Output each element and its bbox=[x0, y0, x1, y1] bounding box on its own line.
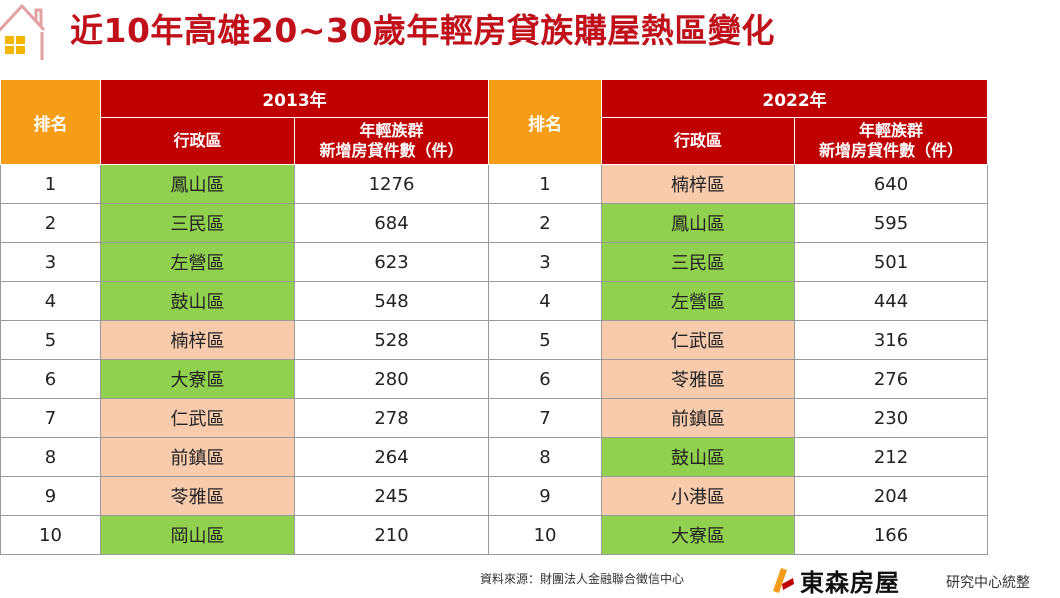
table-row: 6 大寮區 280 6 苓雅區 276 bbox=[0, 359, 989, 399]
table-row: 5 楠梓區 528 5 仁武區 316 bbox=[0, 320, 989, 360]
district-cell-2013: 左營區 bbox=[100, 242, 295, 282]
rank-cell-2022: 4 bbox=[488, 281, 603, 321]
count-header-line1: 年輕族群 bbox=[359, 121, 424, 140]
count-header-line1: 年輕族群 bbox=[859, 121, 924, 140]
count-cell-2022: 595 bbox=[794, 203, 989, 243]
brand-name: 東森房屋 bbox=[800, 568, 900, 597]
count-header-2013: 年輕族群 新增房貸件數（件） bbox=[293, 117, 490, 165]
rank-cell-2013: 1 bbox=[0, 164, 101, 204]
district-cell-2022: 前鎮區 bbox=[601, 398, 796, 438]
count-cell-2022: 444 bbox=[794, 281, 989, 321]
rank-cell-2013: 10 bbox=[0, 515, 101, 555]
count-cell-2013: 623 bbox=[293, 242, 490, 282]
count-cell-2013: 548 bbox=[293, 281, 490, 321]
district-cell-2022: 仁武區 bbox=[601, 320, 796, 360]
rank-header-2022: 排名 bbox=[488, 79, 603, 165]
page-title: 近10年高雄20~30歲年輕房貸族購屋熱區變化 bbox=[70, 11, 775, 50]
rank-cell-2013: 8 bbox=[0, 437, 101, 477]
rank-cell-2022: 9 bbox=[488, 476, 603, 516]
rank-cell-2013: 2 bbox=[0, 203, 101, 243]
district-cell-2022: 鳳山區 bbox=[601, 203, 796, 243]
count-cell-2013: 264 bbox=[293, 437, 490, 477]
district-cell-2022: 小港區 bbox=[601, 476, 796, 516]
district-cell-2013: 鼓山區 bbox=[100, 281, 295, 321]
count-cell-2013: 528 bbox=[293, 320, 490, 360]
district-cell-2022: 苓雅區 bbox=[601, 359, 796, 399]
district-cell-2022: 三民區 bbox=[601, 242, 796, 282]
research-center-label: 研究中心統整 bbox=[946, 575, 1030, 591]
count-cell-2022: 640 bbox=[794, 164, 989, 204]
table-row: 3 左營區 623 3 三民區 501 bbox=[0, 242, 989, 282]
district-cell-2013: 岡山區 bbox=[100, 515, 295, 555]
table-row: 10 岡山區 210 10 大寮區 166 bbox=[0, 515, 989, 555]
district-cell-2013: 三民區 bbox=[100, 203, 295, 243]
count-header-2022: 年輕族群 新增房貸件數（件） bbox=[794, 117, 989, 165]
district-cell-2013: 大寮區 bbox=[100, 359, 295, 399]
ranking-table: 排名 2013年 排名 2022年 行政區 年輕族群 新增房貸件數（件） 行政區 … bbox=[0, 79, 989, 555]
rank-cell-2022: 10 bbox=[488, 515, 603, 555]
district-cell-2013: 前鎮區 bbox=[100, 437, 295, 477]
district-cell-2013: 仁武區 bbox=[100, 398, 295, 438]
count-cell-2022: 204 bbox=[794, 476, 989, 516]
rank-cell-2022: 5 bbox=[488, 320, 603, 360]
count-cell-2022: 501 bbox=[794, 242, 989, 282]
rank-cell-2013: 4 bbox=[0, 281, 101, 321]
rank-cell-2022: 8 bbox=[488, 437, 603, 477]
count-cell-2022: 212 bbox=[794, 437, 989, 477]
rank-cell-2013: 9 bbox=[0, 476, 101, 516]
rank-cell-2022: 1 bbox=[488, 164, 603, 204]
rank-cell-2022: 3 bbox=[488, 242, 603, 282]
rank-cell-2022: 7 bbox=[488, 398, 603, 438]
header: 近10年高雄20~30歲年輕房貸族購屋熱區變化 bbox=[0, 0, 1060, 80]
rank-cell-2013: 7 bbox=[0, 398, 101, 438]
count-cell-2022: 230 bbox=[794, 398, 989, 438]
rank-cell-2013: 6 bbox=[0, 359, 101, 399]
table-row: 9 苓雅區 245 9 小港區 204 bbox=[0, 476, 989, 516]
district-header-2022: 行政區 bbox=[601, 117, 796, 165]
district-cell-2013: 楠梓區 bbox=[100, 320, 295, 360]
district-header-2013: 行政區 bbox=[100, 117, 295, 165]
source-note: 資料來源：財團法人金融聯合徵信中心 bbox=[480, 572, 685, 586]
district-cell-2022: 大寮區 bbox=[601, 515, 796, 555]
rank-cell-2013: 5 bbox=[0, 320, 101, 360]
year-header-2022: 2022年 bbox=[601, 79, 989, 118]
district-cell-2022: 鼓山區 bbox=[601, 437, 796, 477]
district-cell-2013: 苓雅區 bbox=[100, 476, 295, 516]
district-cell-2022: 楠梓區 bbox=[601, 164, 796, 204]
count-header-line2: 新增房貸件數（件） bbox=[319, 141, 464, 160]
house-icon bbox=[0, 4, 46, 60]
count-cell-2013: 278 bbox=[293, 398, 490, 438]
count-header-line2: 新增房貸件數（件） bbox=[819, 141, 964, 160]
count-cell-2022: 276 bbox=[794, 359, 989, 399]
count-cell-2013: 245 bbox=[293, 476, 490, 516]
table-body: 1 鳳山區 1276 1 楠梓區 640 2 三民區 684 2 鳳山區 595 3 左營區 623 3 三民區… bbox=[0, 164, 989, 555]
count-cell-2013: 684 bbox=[293, 203, 490, 243]
table-row: 2 三民區 684 2 鳳山區 595 bbox=[0, 203, 989, 243]
count-cell-2022: 316 bbox=[794, 320, 989, 360]
table-row: 8 前鎮區 264 8 鼓山區 212 bbox=[0, 437, 989, 477]
brand-logo-icon bbox=[773, 568, 794, 593]
count-cell-2013: 210 bbox=[293, 515, 490, 555]
count-cell-2022: 166 bbox=[794, 515, 989, 555]
district-cell-2013: 鳳山區 bbox=[100, 164, 295, 204]
table-row: 7 仁武區 278 7 前鎮區 230 bbox=[0, 398, 989, 438]
district-cell-2022: 左營區 bbox=[601, 281, 796, 321]
year-header-2013: 2013年 bbox=[99, 79, 490, 118]
rank-cell-2013: 3 bbox=[0, 242, 101, 282]
table-row: 4 鼓山區 548 4 左營區 444 bbox=[0, 281, 989, 321]
rank-header-2013: 排名 bbox=[0, 79, 101, 165]
rank-cell-2022: 2 bbox=[488, 203, 603, 243]
count-cell-2013: 1276 bbox=[293, 164, 490, 204]
table-row: 1 鳳山區 1276 1 楠梓區 640 bbox=[0, 164, 989, 204]
count-cell-2013: 280 bbox=[293, 359, 490, 399]
rank-cell-2022: 6 bbox=[488, 359, 603, 399]
